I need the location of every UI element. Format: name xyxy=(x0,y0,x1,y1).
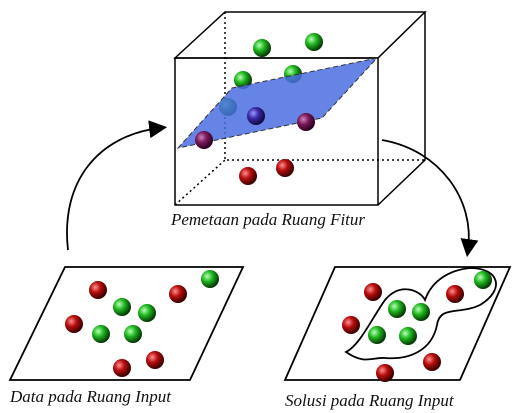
input-data-label: Data pada Ruang Input xyxy=(9,387,172,406)
feature-space-label: Pemetaan pada Ruang Fitur xyxy=(170,210,365,229)
solution-label: Solusi pada Ruang Input xyxy=(285,391,455,410)
input-balls xyxy=(65,270,219,377)
arrow-right xyxy=(382,140,469,250)
diagram: Pemetaan pada Ruang Fitur Data pada Ruan… xyxy=(0,0,518,413)
page: {"figure": {"feature_space_label": "Peme… xyxy=(0,0,518,413)
solution-balls xyxy=(342,271,492,382)
arrow-left xyxy=(67,128,160,250)
